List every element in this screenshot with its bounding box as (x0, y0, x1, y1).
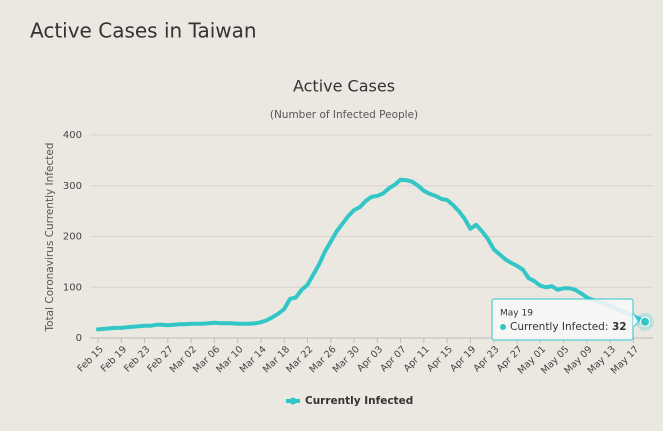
legend-label: Currently Infected (305, 395, 413, 407)
tooltip-box (491, 298, 634, 341)
tooltip-dot (500, 324, 506, 330)
tooltip-label: Currently Infected: (510, 321, 608, 333)
chart-subtitle: (Number of Infected People) (270, 109, 418, 121)
y-tick-label: 100 (63, 282, 82, 293)
legend-dot (289, 397, 297, 405)
tooltip-pointer (632, 312, 640, 328)
y-tick-label: 400 (63, 130, 82, 141)
tooltip-value: 32 (612, 321, 627, 333)
line-series (96, 177, 647, 332)
page-title: Active Cases in Taiwan (30, 19, 257, 43)
chart-title: Active Cases (293, 77, 395, 96)
y-tick-label: 300 (63, 181, 82, 192)
y-tick-label: 200 (63, 232, 82, 243)
tooltip-date: May 19 (500, 309, 533, 319)
y-axis-label: Total Coronavirus Currently Infected (44, 143, 56, 333)
y-tick-label: 0 (76, 333, 82, 344)
highlight-point (640, 316, 650, 327)
